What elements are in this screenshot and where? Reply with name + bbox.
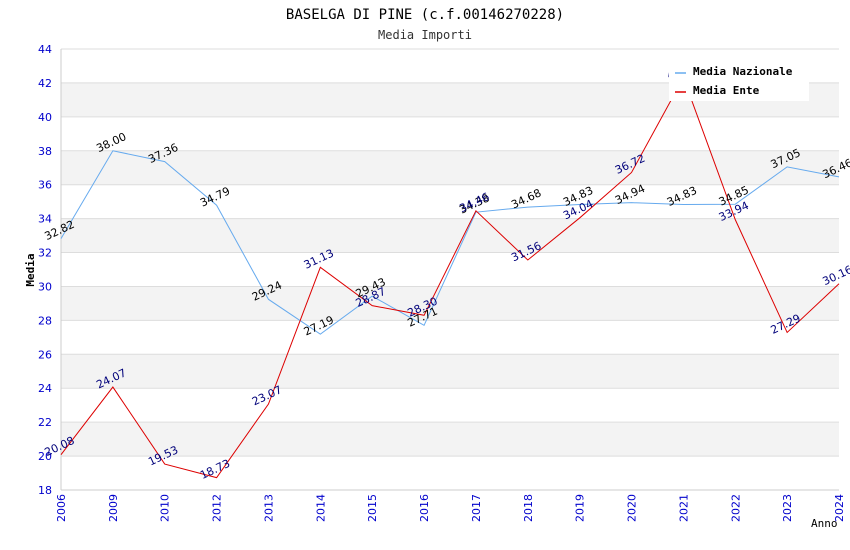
x-tick-label: 2012 bbox=[211, 494, 224, 522]
x-tick-label: 2024 bbox=[833, 494, 846, 522]
legend-label-media-nazionale: Media Nazionale bbox=[693, 65, 793, 78]
y-tick-label: 42 bbox=[38, 77, 52, 90]
data-label-media-ente: 18.73 bbox=[198, 457, 232, 482]
x-tick-label: 2016 bbox=[418, 494, 431, 522]
y-tick-label: 36 bbox=[38, 179, 52, 192]
x-tick-label: 2022 bbox=[729, 494, 742, 522]
grid-band bbox=[61, 218, 839, 253]
x-tick-label: 2013 bbox=[262, 494, 275, 522]
grid-lines bbox=[60, 48, 839, 491]
x-axis-ticks: 2006 2009 2010 2012 2013 2014 2015 2016 2017 2018… bbox=[55, 494, 846, 522]
x-tick-label: 2006 bbox=[55, 494, 68, 522]
y-tick-label: 20 bbox=[38, 450, 52, 463]
grid-band bbox=[61, 422, 839, 457]
series-line-media-nazionale bbox=[60, 150, 840, 335]
chart-title: BASELGA DI PINE (c.f.00146270228) bbox=[286, 7, 564, 23]
grid-band bbox=[61, 354, 839, 389]
data-label-media-nazionale: 34.83 bbox=[665, 184, 699, 209]
x-tick-label: 2010 bbox=[159, 494, 172, 522]
x-tick-label: 2018 bbox=[522, 494, 535, 522]
y-tick-label: 22 bbox=[38, 416, 52, 429]
y-axis-title: Media bbox=[24, 253, 37, 286]
data-label-media-nazionale: 34.79 bbox=[198, 184, 232, 209]
legend: Media Nazionale Media Ente bbox=[669, 60, 809, 101]
y-tick-label: 38 bbox=[38, 145, 52, 158]
y-tick-label: 26 bbox=[38, 348, 52, 361]
x-tick-label: 2015 bbox=[366, 494, 379, 522]
y-tick-label: 28 bbox=[38, 314, 52, 327]
legend-box bbox=[669, 60, 809, 101]
y-tick-label: 44 bbox=[38, 43, 52, 56]
series-line-media-ente bbox=[60, 76, 840, 479]
grid-band bbox=[61, 286, 839, 321]
chart-subtitle: Media Importi bbox=[378, 28, 472, 42]
legend-label-media-ente: Media Ente bbox=[693, 84, 760, 97]
y-tick-label: 18 bbox=[38, 484, 52, 497]
x-tick-label: 2009 bbox=[107, 494, 120, 522]
x-tick-label: 2023 bbox=[781, 494, 794, 522]
y-tick-label: 34 bbox=[38, 213, 52, 226]
data-label-media-ente: 30.16 bbox=[820, 263, 850, 288]
y-axis-ticks: 18 20 22 24 26 28 30 32 34 36 38 40 42 44 bbox=[38, 43, 52, 497]
y-tick-label: 24 bbox=[38, 382, 52, 395]
series-group bbox=[60, 76, 840, 479]
x-tick-label: 2019 bbox=[574, 494, 587, 522]
y-tick-label: 30 bbox=[38, 280, 52, 293]
x-tick-label: 2020 bbox=[626, 494, 639, 522]
x-tick-label: 2021 bbox=[677, 494, 690, 522]
x-tick-label: 2017 bbox=[470, 494, 483, 522]
x-tick-label: 2014 bbox=[314, 494, 327, 522]
y-tick-label: 40 bbox=[38, 111, 52, 124]
grid-band bbox=[61, 150, 839, 185]
y-tick-label: 32 bbox=[38, 247, 52, 260]
x-axis-title: Anno bbox=[811, 517, 838, 530]
